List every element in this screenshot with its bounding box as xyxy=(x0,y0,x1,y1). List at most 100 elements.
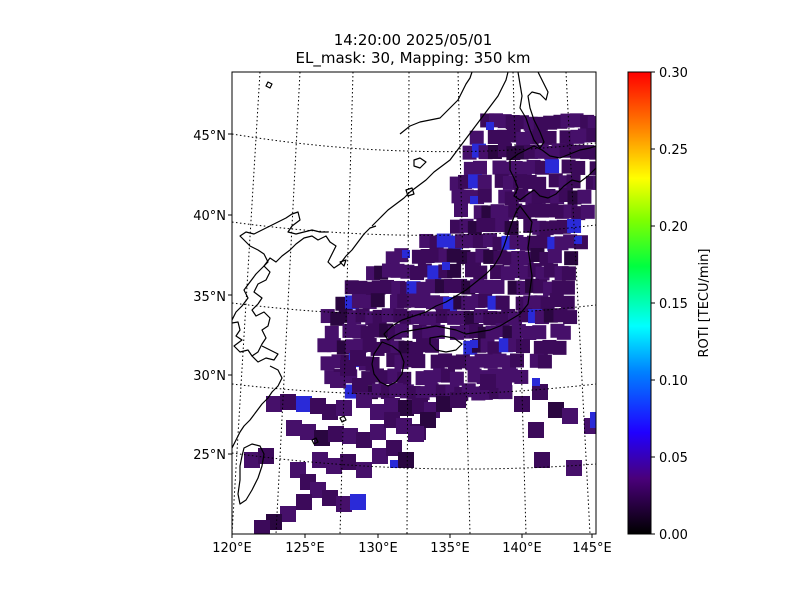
roti-cell xyxy=(367,323,382,338)
colorbar-tick-0: 0.00 xyxy=(659,528,688,543)
colorbar-tick-5: 0.25 xyxy=(659,143,688,158)
roti-cell xyxy=(280,394,296,410)
roti-cell xyxy=(552,340,567,355)
roti-cell xyxy=(370,293,385,308)
roti-cell xyxy=(532,176,547,191)
lat-tick-labels: 25°N 30°N 35°N 40°N 45°N xyxy=(193,129,226,463)
roti-cell xyxy=(389,383,404,398)
roti-cell xyxy=(352,378,368,394)
roti-cell xyxy=(566,174,581,189)
roti-cell xyxy=(532,384,548,400)
roti-cell xyxy=(300,424,316,440)
roti-cell xyxy=(322,490,338,506)
map-panel xyxy=(232,72,610,534)
roti-cell xyxy=(266,396,282,412)
roti-cell xyxy=(340,360,356,376)
roti-cell xyxy=(528,422,544,438)
roti-cell xyxy=(398,400,414,416)
roti-cell xyxy=(589,161,596,176)
roti-cell xyxy=(548,402,564,418)
colorbar-tick-3: 0.15 xyxy=(659,297,688,312)
roti-cell xyxy=(577,189,592,204)
roti-cell xyxy=(515,339,530,354)
roti-cell xyxy=(532,378,540,386)
roti-cell xyxy=(498,385,513,400)
roti-cell xyxy=(560,295,575,310)
roti-cell xyxy=(399,310,414,325)
lat-tick-45: 45°N xyxy=(193,129,226,144)
colorbar xyxy=(627,71,652,535)
roti-cell xyxy=(320,356,335,371)
roti-cell xyxy=(477,174,492,189)
roti-cell xyxy=(562,408,578,424)
roti-cell xyxy=(477,188,492,203)
roti-cell xyxy=(398,452,414,468)
lon-tick-145: 145°E xyxy=(572,541,612,556)
roti-cell xyxy=(454,203,469,218)
colorbar-label: ROTI [TECU/min] xyxy=(697,249,712,358)
lon-tick-120: 120°E xyxy=(212,541,252,556)
roti-cell xyxy=(504,221,519,236)
coastlines xyxy=(232,72,596,505)
roti-cell xyxy=(563,310,578,325)
roti-cell xyxy=(592,175,596,190)
roti-cell xyxy=(340,454,356,470)
roti-cell xyxy=(490,311,505,326)
roti-cell xyxy=(390,460,398,468)
roti-cell xyxy=(380,279,395,294)
lon-tick-135: 135°E xyxy=(430,541,470,556)
roti-cell xyxy=(370,404,386,420)
roti-cell xyxy=(585,175,596,190)
roti-cell xyxy=(470,196,478,204)
roti-cell xyxy=(571,160,586,175)
roti-cell xyxy=(435,308,450,323)
roti-cell xyxy=(398,340,413,355)
roti-cell xyxy=(356,462,372,478)
roti-cell xyxy=(356,392,372,408)
roti-cell xyxy=(490,279,505,294)
roti-cell xyxy=(411,354,426,369)
roti-cell xyxy=(286,420,302,436)
roti-cell xyxy=(536,234,551,249)
roti-cell xyxy=(472,160,487,175)
roti-cell xyxy=(456,250,471,265)
lon-tick-marks xyxy=(231,534,593,538)
roti-cell xyxy=(381,308,396,323)
roti-cell xyxy=(566,460,582,476)
roti-cell xyxy=(590,412,596,428)
roti-cell xyxy=(509,353,524,368)
roti-cell xyxy=(545,159,560,174)
roti-cell xyxy=(470,340,478,348)
roti-cell xyxy=(424,383,439,398)
lon-tick-labels: 120°E 125°E 130°E 135°E 140°E 145°E xyxy=(212,541,612,556)
map-title-time: 14:20:00 2025/05/01 xyxy=(333,31,493,49)
roti-cell xyxy=(532,325,547,340)
map-title-params: EL_mask: 30, Mapping: 350 km xyxy=(295,49,531,67)
roti-cell xyxy=(523,144,538,159)
roti-cell xyxy=(473,265,488,280)
roti-cell xyxy=(547,249,562,264)
roti-cell xyxy=(596,115,610,129)
roti-cell xyxy=(324,325,339,340)
roti-cell xyxy=(442,262,450,270)
lon-tick-125: 125°E xyxy=(285,541,325,556)
roti-cell xyxy=(414,294,429,309)
roti-cell xyxy=(589,145,596,160)
roti-cell xyxy=(384,398,400,414)
graticule xyxy=(232,72,596,534)
lat-tick-40: 40°N xyxy=(193,209,226,224)
roti-cell xyxy=(480,374,496,390)
roti-cell xyxy=(408,426,424,442)
roti-cell xyxy=(479,279,494,294)
roti-cell xyxy=(563,234,578,249)
roti-cell xyxy=(542,130,557,145)
roti-cell xyxy=(587,116,596,131)
roti-cell xyxy=(356,432,372,448)
roti-cell xyxy=(449,371,464,386)
roti-cell xyxy=(430,324,445,339)
colorbar-tick-6: 0.30 xyxy=(659,66,688,81)
roti-cell xyxy=(326,458,342,474)
roti-cell xyxy=(586,128,596,143)
roti-cell xyxy=(342,428,358,444)
